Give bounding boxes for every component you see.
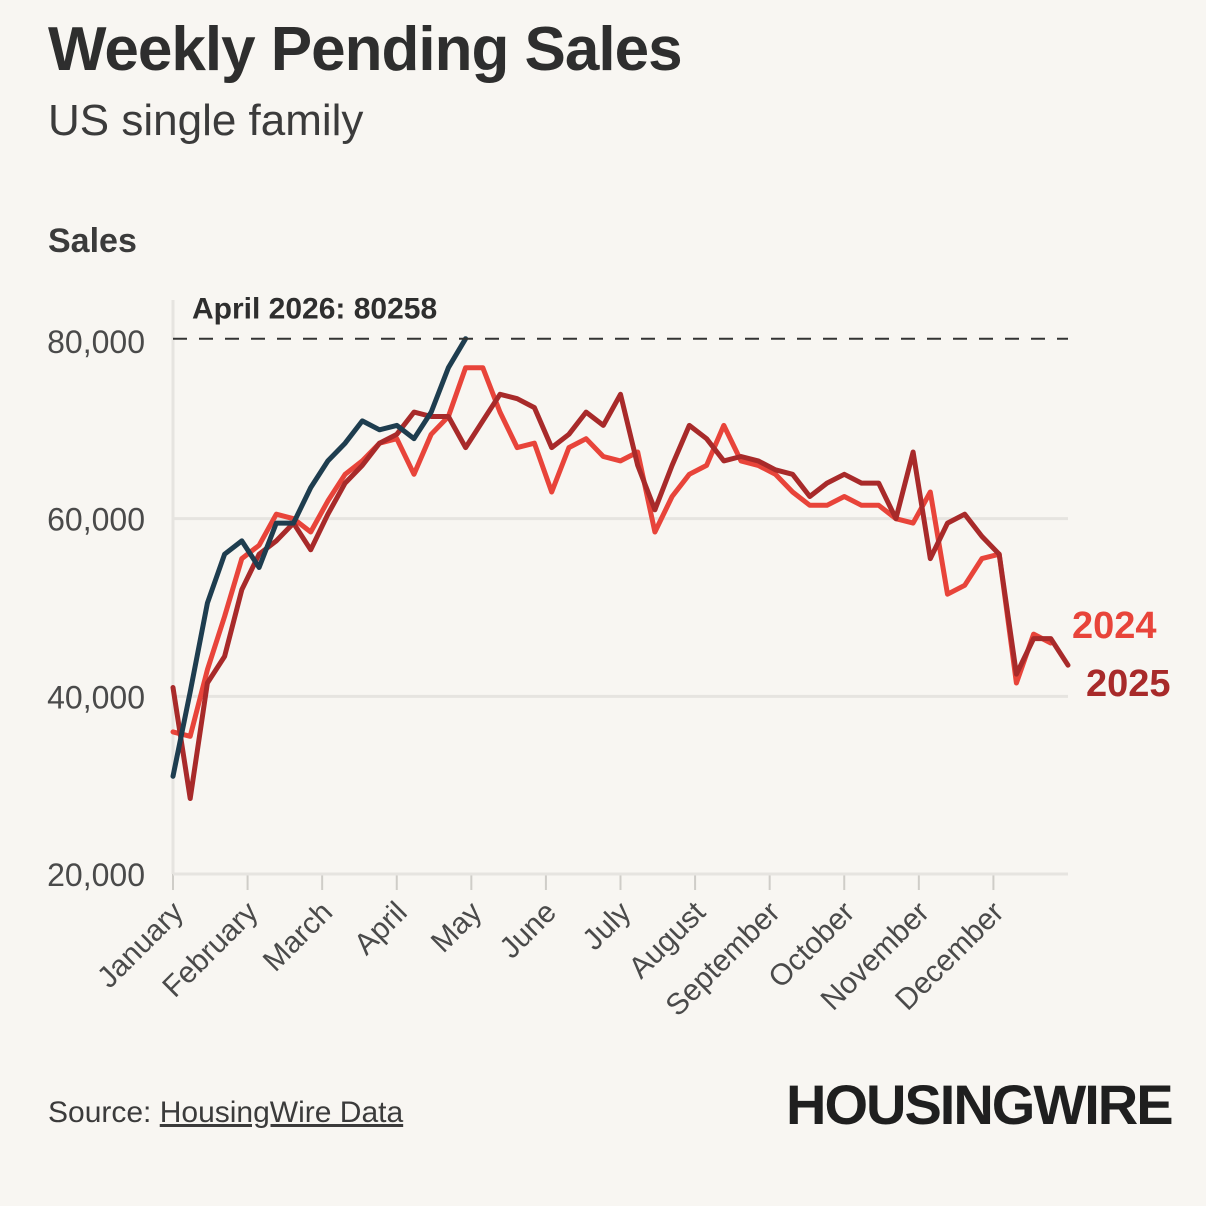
y-axis-title: Sales [48,222,137,260]
line-chart: 20,00040,00060,00080,000JanuaryFebruaryM… [47,293,1171,1023]
gridlines [173,517,1068,876]
y-tick-label: 80,000 [47,324,145,360]
series-label-2024: 2024 [1072,605,1157,647]
reference-label: April 2026: 80258 [192,293,437,326]
chart-title: Weekly Pending Sales [48,15,683,84]
x-tick-label: July [576,896,637,957]
housingwire-logo: HOUSINGWIRE [786,1073,1174,1136]
y-tick-label: 60,000 [47,502,145,538]
source-prefix: Source: [48,1096,160,1129]
series-line-2025 [170,391,1071,801]
series-line-2024 [170,365,1054,739]
axes: 20,00040,00060,00080,000JanuaryFebruaryM… [47,300,1068,1023]
series-line-2026 [170,336,469,779]
source-link[interactable]: HousingWire Data [159,1096,404,1129]
series-lines [170,336,1071,801]
chart-labels: April 2026: 80258 2024 2025 [173,293,1171,705]
series-label-2025: 2025 [1086,663,1171,705]
x-tick-label: June [494,896,563,965]
x-tick-label: April [348,896,414,962]
chart-subtitle: US single family [48,96,364,145]
y-tick-label: 40,000 [47,679,145,715]
x-tick-label: May [425,896,488,959]
x-tick-label: March [257,896,339,978]
source-note: Source: HousingWire Data [48,1096,403,1130]
y-tick-label: 20,000 [47,857,145,893]
